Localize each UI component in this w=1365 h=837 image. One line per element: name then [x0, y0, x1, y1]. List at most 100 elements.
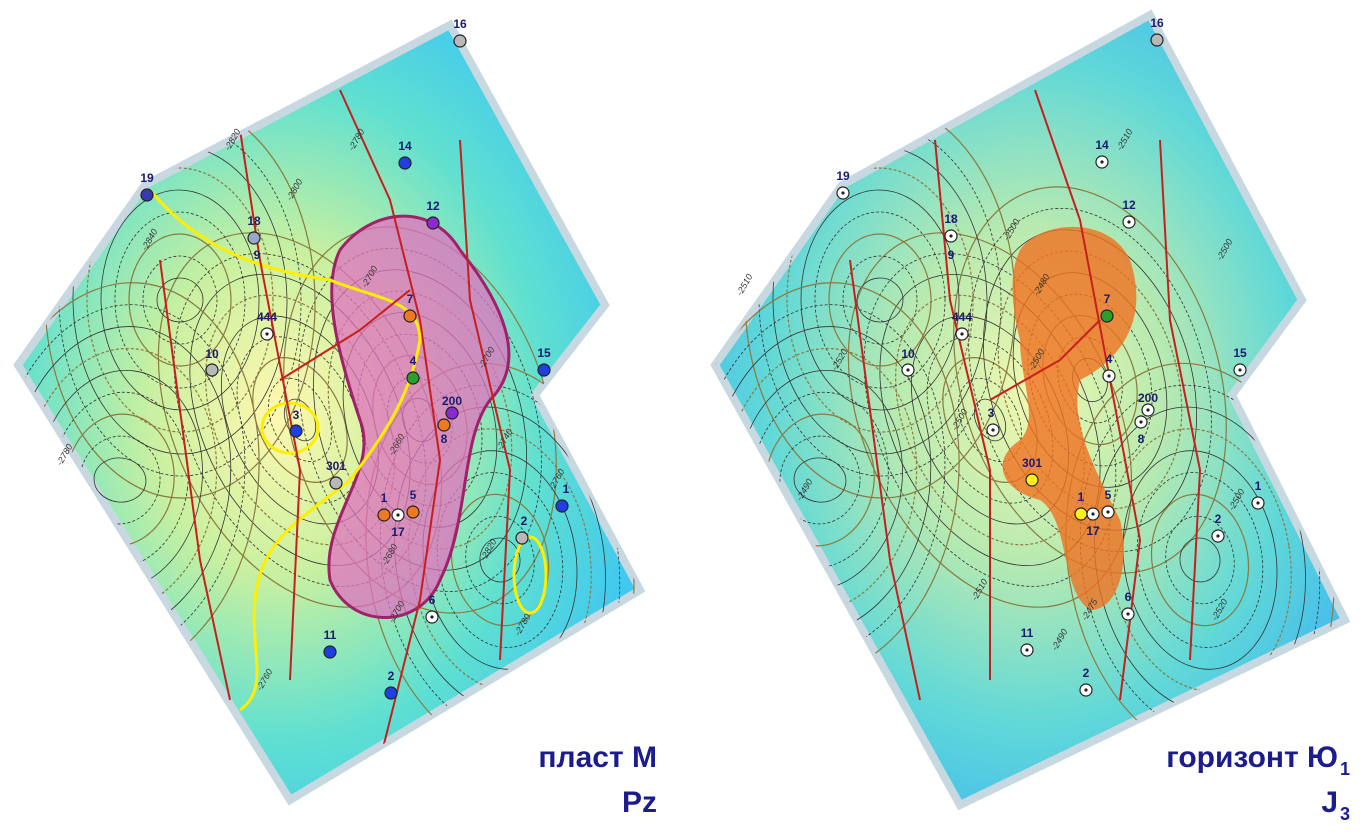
well-marker [205, 363, 219, 377]
well-label: 18 [247, 214, 261, 228]
deposit-zone [327, 214, 511, 619]
well-label: 301 [1022, 456, 1042, 470]
map-title: пласт М [538, 741, 657, 774]
contour-label: -2510 [734, 272, 754, 297]
well-marker [377, 508, 391, 522]
well-marker-dot [430, 615, 434, 619]
well-marker-dot [1100, 160, 1104, 164]
well-label: 19 [140, 171, 154, 185]
well-marker-dot [1126, 612, 1130, 616]
contour-line [800, 189, 960, 411]
well-label: 301 [326, 459, 346, 473]
well-label: 4 [1106, 352, 1113, 366]
well-label: 2 [388, 669, 395, 683]
well-label: 1 [381, 491, 388, 505]
map-area [13, 19, 646, 806]
well-marker [384, 686, 398, 700]
well-label: 6 [1125, 590, 1132, 604]
well-label: 7 [1104, 292, 1111, 306]
well-marker [323, 645, 337, 659]
well-label: 10 [901, 347, 915, 361]
well-marker [289, 424, 303, 438]
contour-line [814, 211, 946, 389]
well-marker-dot [1256, 501, 1260, 505]
well-label: 17 [391, 525, 405, 539]
well-label: 1 [1078, 490, 1085, 504]
well-marker-dot [841, 191, 845, 195]
map-right: -2510-2500-2480-2510-2520 -2500-2500-2490… [710, 9, 1351, 811]
contour-line [465, 515, 535, 605]
well-marker-dot [1238, 368, 1242, 372]
contour-line [793, 457, 847, 503]
contour-line [779, 435, 861, 525]
contour-line [128, 233, 232, 367]
well-label: 14 [398, 139, 412, 153]
boundary-line [512, 535, 548, 615]
well-marker-dot [1025, 648, 1029, 652]
well-marker [445, 406, 459, 420]
contour-line [114, 211, 246, 389]
map-subtitle: Pz [622, 786, 657, 819]
contour-line [450, 493, 550, 627]
well-label: 8 [441, 432, 448, 446]
contour-line [252, 357, 348, 483]
well-label: 16 [453, 17, 467, 31]
well-label: 5 [1105, 488, 1112, 502]
well-marker-dot [1216, 534, 1220, 538]
well-label: 1 [563, 482, 570, 496]
well-label: 8 [1138, 432, 1145, 446]
subtitle-subscript: 3 [1340, 804, 1350, 824]
well-label: 16 [1150, 16, 1164, 30]
well-label: 5 [410, 488, 417, 502]
well-label: 200 [442, 394, 462, 408]
well-marker-dot [1127, 220, 1131, 224]
well-label: 11 [324, 628, 337, 642]
map-subtitle: J [1321, 786, 1338, 819]
well-marker [515, 531, 529, 545]
well-marker [329, 476, 343, 490]
contour-line [828, 233, 932, 367]
contour-line [856, 277, 904, 323]
well-marker-dot [1106, 510, 1110, 514]
well-label: 19 [836, 169, 850, 183]
well-label: 18 [944, 212, 958, 226]
well-marker-dot [1139, 420, 1143, 424]
well-label: 12 [1122, 198, 1136, 212]
well-marker-dot [949, 234, 953, 238]
contour-line [968, 207, 1212, 553]
contour-line [1165, 515, 1235, 605]
contour-line [1136, 472, 1264, 648]
map-title: горизонт Ю [1166, 741, 1338, 774]
well-label: 11 [1021, 626, 1034, 640]
contour-line [93, 457, 147, 503]
well-marker-dot [1107, 374, 1111, 378]
well-label: 200 [1138, 391, 1158, 405]
well-marker [437, 418, 451, 432]
well-marker-dot [960, 332, 964, 336]
contour-line [236, 336, 364, 504]
contour-line [142, 255, 218, 345]
well-marker [453, 34, 467, 48]
contour-line [973, 398, 1007, 442]
titles: пласт М Pz горизонт Ю 1 J 3 [538, 741, 1350, 824]
well-label: 12 [426, 199, 440, 213]
well-marker-dot [906, 368, 910, 372]
well-marker [426, 216, 440, 230]
contour-line [1150, 493, 1250, 627]
well-marker [403, 309, 417, 323]
well-label: 7 [407, 292, 414, 306]
well-label: 15 [537, 346, 551, 360]
well-marker [1150, 33, 1164, 47]
well-marker [537, 363, 551, 377]
contour-line [156, 277, 204, 323]
well-marker [1100, 309, 1114, 323]
well-label: 1 [1255, 479, 1262, 493]
boundary-line [148, 189, 422, 712]
well-label: 6 [429, 593, 436, 607]
well-marker [1074, 507, 1088, 521]
boundary-line [260, 401, 320, 455]
well-label: 3 [293, 408, 300, 422]
well-label: 444 [257, 310, 277, 324]
map-left: -2820-2840-2800-2780-2700-2660 -2740-2760… [13, 17, 646, 806]
